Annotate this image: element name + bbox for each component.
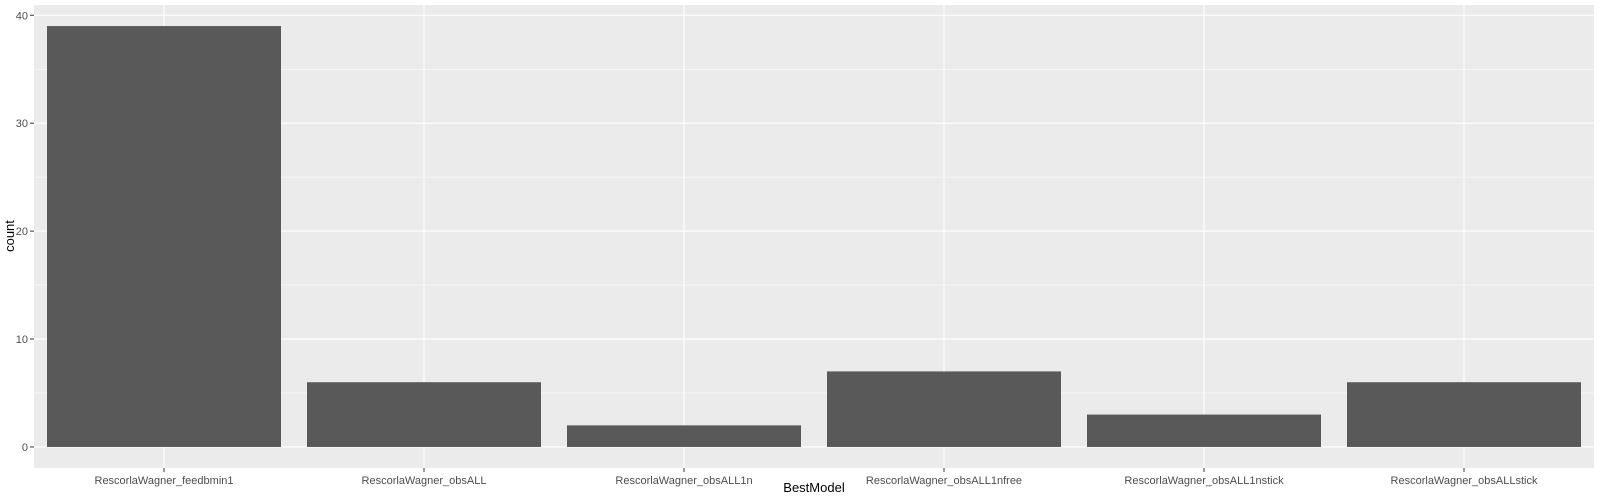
x-axis: RescorlaWagner_feedbmin1 RescorlaWagner_o… bbox=[95, 468, 1538, 487]
bar-RescorlaWagner_obsALL1nstick bbox=[1087, 414, 1321, 447]
x-tick-label: RescorlaWagner_obsALL bbox=[362, 475, 487, 487]
x-tick-label: RescorlaWagner_obsALL1nstick bbox=[1124, 475, 1284, 487]
bar-RescorlaWagner_obsALL bbox=[307, 382, 541, 447]
y-tick-label: 0 bbox=[22, 442, 28, 454]
y-axis: 0 10 20 30 40 bbox=[16, 10, 34, 454]
x-axis-title: BestModel bbox=[783, 480, 845, 495]
x-tick-label: RescorlaWagner_obsALLstick bbox=[1391, 475, 1538, 487]
x-tick-label: RescorlaWagner_obsALL1n bbox=[615, 475, 752, 487]
y-tick-label: 10 bbox=[16, 334, 28, 346]
x-tick-label: RescorlaWagner_feedbmin1 bbox=[95, 475, 234, 487]
y-axis-title: count bbox=[2, 220, 17, 252]
bar-RescorlaWagner_obsALL1nfree bbox=[827, 371, 1061, 447]
x-tick-label: RescorlaWagner_obsALL1nfree bbox=[866, 475, 1022, 487]
plot-panel bbox=[34, 5, 1594, 468]
bars bbox=[47, 26, 1581, 447]
bar-RescorlaWagner_feedbmin1 bbox=[47, 26, 281, 447]
minor-gridlines bbox=[34, 68, 1594, 394]
bar-RescorlaWagner_obsALL1n bbox=[567, 425, 801, 447]
y-tick-label: 30 bbox=[16, 118, 28, 130]
y-tick-label: 20 bbox=[16, 226, 28, 238]
bar-RescorlaWagner_obsALLstick bbox=[1347, 382, 1581, 447]
y-tick-label: 40 bbox=[16, 10, 28, 22]
